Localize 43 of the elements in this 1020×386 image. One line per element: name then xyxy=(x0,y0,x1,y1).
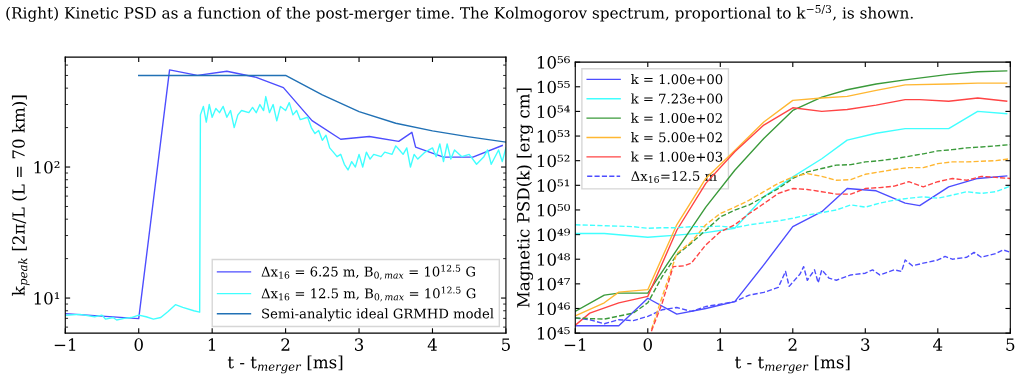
y-tick-label: 10⁵⁰ xyxy=(537,203,570,217)
x-tick-label: 5 xyxy=(502,338,510,351)
x-tick-label: 4 xyxy=(933,338,943,351)
y-tick-label: 10¹ xyxy=(34,292,60,305)
legend-label: k = 5.00e+02 xyxy=(631,132,722,143)
legend-label: Δx$_{16}$ = 12.5 m, B$_{0,max}$ = 10$^{12.5}$ G xyxy=(261,286,476,302)
x-tick-label: 3 xyxy=(861,338,870,351)
x-tick-label: 4 xyxy=(427,338,437,351)
legend-label: k = 1.00e+00 xyxy=(631,74,723,85)
legend-label: Δx$_{16}$ = 6.25 m, B$_{0,max}$ = 10$^{12.5}$ G xyxy=(261,264,475,280)
x-tick-label: 3 xyxy=(355,338,364,351)
y-axis-title: Magnetic PSD(k) [erg cm] xyxy=(516,88,534,308)
y-tick-label: 10⁵¹ xyxy=(537,179,570,192)
y-tick-label: 10⁵⁶ xyxy=(537,56,570,69)
legend-label: k = 1.00e+02 xyxy=(631,112,722,123)
y-axis-title: k$_{peak}$ [2π/L (L = 70 km)] xyxy=(11,95,30,296)
x-tick-label: 0 xyxy=(134,338,143,351)
y-tick-label: 10⁴⁷ xyxy=(537,277,570,291)
x-axis-title: t - t$_{merger}$ [ms] xyxy=(735,355,850,374)
y-tick-label: 10⁴⁵ xyxy=(537,327,570,340)
x-axis-title: t - t$_{merger}$ [ms] xyxy=(227,355,343,374)
y-tick-label: 10⁵³ xyxy=(537,130,570,143)
legend-label: k = 7.23e+00 xyxy=(631,93,723,104)
y-tick-label: 10⁵⁴ xyxy=(537,105,570,118)
line-series xyxy=(575,110,1008,238)
x-tick-label: 5 xyxy=(1006,338,1015,351)
x-tick-label: −1 xyxy=(54,338,76,351)
x-tick-label: −1 xyxy=(564,338,586,351)
x-tick-label: 1 xyxy=(208,338,216,351)
y-tick-label: 10² xyxy=(34,161,60,174)
y-tick-label: 10⁵⁵ xyxy=(537,80,570,94)
line-series xyxy=(138,74,506,143)
legend-label: k = 1.00e+03 xyxy=(631,151,723,162)
y-tick-label: 10⁴⁶ xyxy=(537,302,570,316)
x-tick-label: 2 xyxy=(788,338,797,351)
x-tick-label: 2 xyxy=(281,338,290,351)
y-tick-label: 10⁵² xyxy=(537,154,570,168)
y-tick-label: 10⁴⁸ xyxy=(537,253,570,266)
legend-label: Semi-analytic ideal GRMHD model xyxy=(262,308,494,322)
y-tick-label: 10⁴⁹ xyxy=(537,228,570,242)
x-tick-label: 0 xyxy=(643,338,652,351)
x-tick-label: 1 xyxy=(717,338,724,351)
text: (Right) Kinetic PSD as a function of the post-merger time. The Kolmogorov spectrum, proportional to k$^{−5/3}$, is shown. xyxy=(6,4,913,22)
